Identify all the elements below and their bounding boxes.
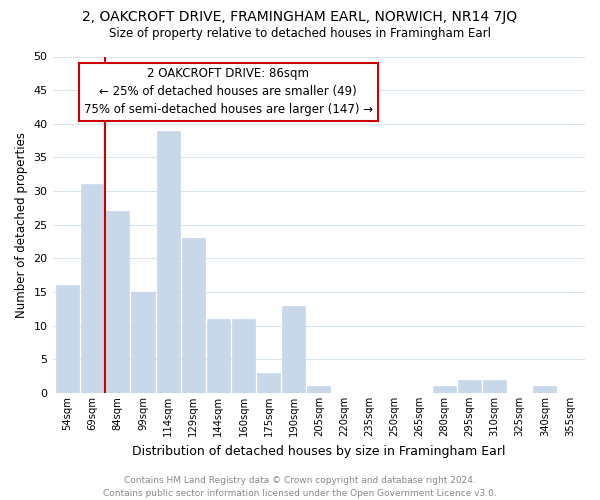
Bar [282, 306, 305, 393]
Text: Size of property relative to detached houses in Framingham Earl: Size of property relative to detached ho… [109, 28, 491, 40]
Text: 2 OAKCROFT DRIVE: 86sqm
← 25% of detached houses are smaller (49)
75% of semi-de: 2 OAKCROFT DRIVE: 86sqm ← 25% of detache… [83, 68, 373, 116]
Bar [232, 319, 255, 393]
Bar [433, 386, 456, 393]
Bar [483, 380, 506, 393]
X-axis label: Distribution of detached houses by size in Framingham Earl: Distribution of detached houses by size … [132, 444, 506, 458]
Bar [307, 386, 331, 393]
Bar [458, 380, 481, 393]
Text: 2, OAKCROFT DRIVE, FRAMINGHAM EARL, NORWICH, NR14 7JQ: 2, OAKCROFT DRIVE, FRAMINGHAM EARL, NORW… [82, 10, 518, 24]
Bar [131, 292, 155, 393]
Bar [106, 212, 130, 393]
Y-axis label: Number of detached properties: Number of detached properties [15, 132, 28, 318]
Bar [533, 386, 556, 393]
Bar [56, 286, 79, 393]
Bar [81, 184, 104, 393]
Text: Contains HM Land Registry data © Crown copyright and database right 2024.
Contai: Contains HM Land Registry data © Crown c… [103, 476, 497, 498]
Bar [182, 238, 205, 393]
Bar [157, 130, 179, 393]
Bar [257, 373, 280, 393]
Bar [207, 319, 230, 393]
